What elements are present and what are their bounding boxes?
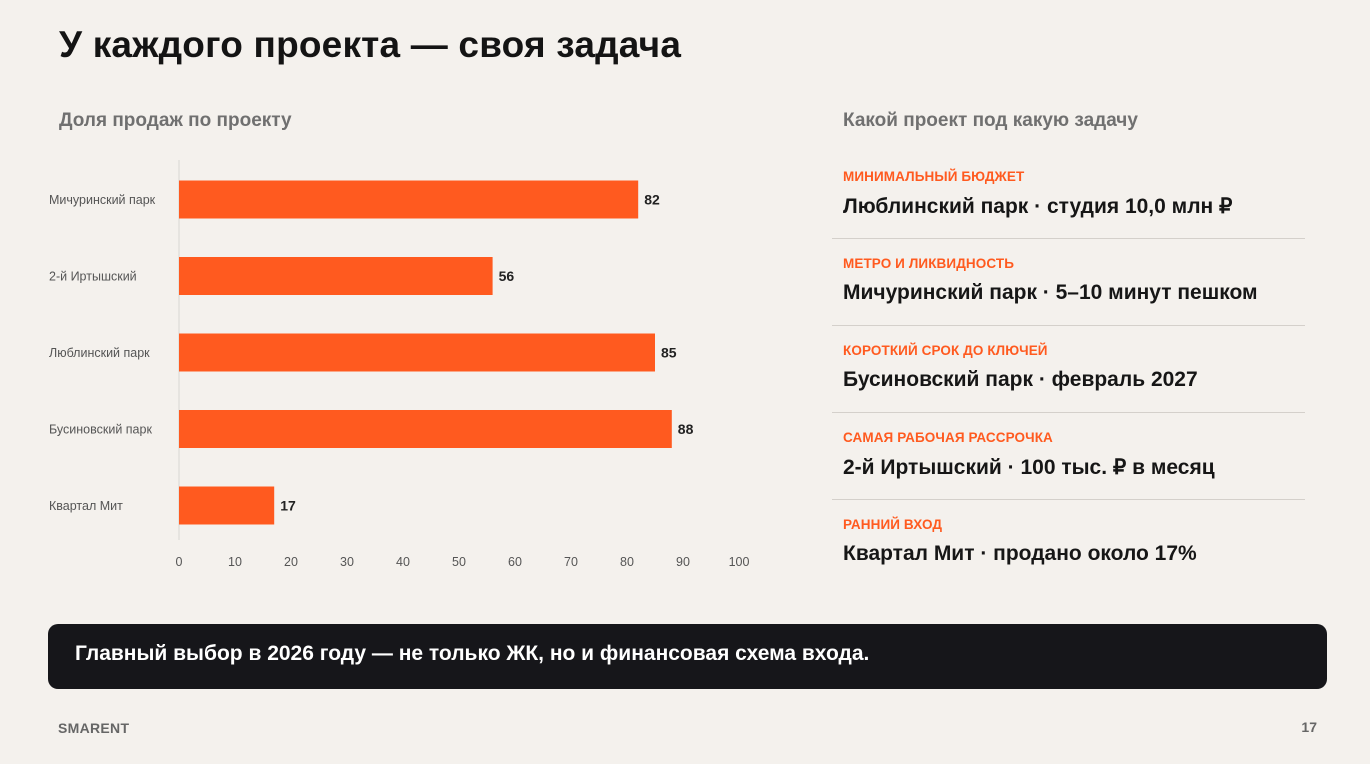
task-tag: Самая рабочая рассрочка (843, 430, 1053, 445)
task-value: Бусиновский парк · февраль 2027 (843, 368, 1198, 391)
sales-share-bar-chart: Мичуринский парк 82 2-й Иртышский 56 Люблинс… (49, 160, 750, 569)
bar (179, 257, 493, 295)
task-tag: Ранний вход (843, 517, 943, 532)
x-tick-label: 10 (228, 555, 242, 569)
x-tick-label: 30 (340, 555, 354, 569)
category-label: Бусиновский парк (49, 423, 152, 437)
x-tick-label: 50 (452, 555, 466, 569)
x-tick-label: 20 (284, 555, 298, 569)
task-item-short-term: Короткий срок до ключей Бусиновский парк… (832, 326, 1305, 413)
brand-name: SMARENT (58, 720, 130, 736)
x-tick-label: 0 (176, 555, 183, 569)
key-message-banner: Главный выбор в 2026 году — не только ЖК… (48, 624, 1327, 689)
page-number: 17 (1301, 719, 1317, 735)
data-label: 17 (280, 498, 296, 514)
x-tick-label: 80 (620, 555, 634, 569)
chart-heading: Доля продаж по проекту (59, 110, 292, 131)
category-label: Квартал Мит (49, 499, 123, 513)
task-item-early-entry: Ранний вход Квартал Мит · продано около … (832, 500, 1305, 587)
bar (179, 410, 672, 448)
task-value: 2-й Иртышский · 100 тыс. ₽ в месяц (843, 456, 1215, 479)
x-tick-label: 60 (508, 555, 522, 569)
panel-heading: Какой проект под какую задачу (843, 110, 1138, 131)
task-value: Люблинский парк · студия 10,0 млн ₽ (843, 195, 1233, 218)
banner-text: Главный выбор в 2026 году — не только ЖК… (75, 642, 870, 665)
task-tag: Минимальный бюджет (843, 169, 1025, 184)
task-tag: Метро и ликвидность (843, 256, 1015, 271)
x-tick-label: 70 (564, 555, 578, 569)
task-list: Минимальный бюджет Люблинский парк · сту… (832, 152, 1305, 587)
task-tag: Короткий срок до ключей (843, 343, 1048, 358)
slide-title: У каждого проекта — своя задача (59, 24, 682, 65)
data-label: 88 (678, 421, 694, 437)
x-tick-label: 90 (676, 555, 690, 569)
data-label: 56 (499, 268, 515, 284)
task-value: Квартал Мит · продано около 17% (843, 542, 1197, 565)
data-label: 82 (644, 192, 660, 208)
bar (179, 486, 275, 525)
data-label: 85 (661, 345, 677, 361)
category-label: Мичуринский парк (49, 193, 156, 207)
task-item-minimal-budget: Минимальный бюджет Люблинский парк · сту… (832, 152, 1305, 239)
category-label: 2-й Иртышский (49, 270, 137, 284)
bar (179, 333, 655, 372)
x-tick-label: 40 (396, 555, 410, 569)
category-label: Люблинский парк (49, 346, 150, 360)
task-item-metro-liquidity: Метро и ликвидность Мичуринский парк · 5… (832, 239, 1305, 326)
bar (179, 180, 639, 219)
task-value: Мичуринский парк · 5–10 минут пешком (843, 281, 1258, 304)
x-tick-label: 100 (729, 555, 750, 569)
task-item-installment: Самая рабочая рассрочка 2-й Иртышский · … (832, 413, 1305, 500)
